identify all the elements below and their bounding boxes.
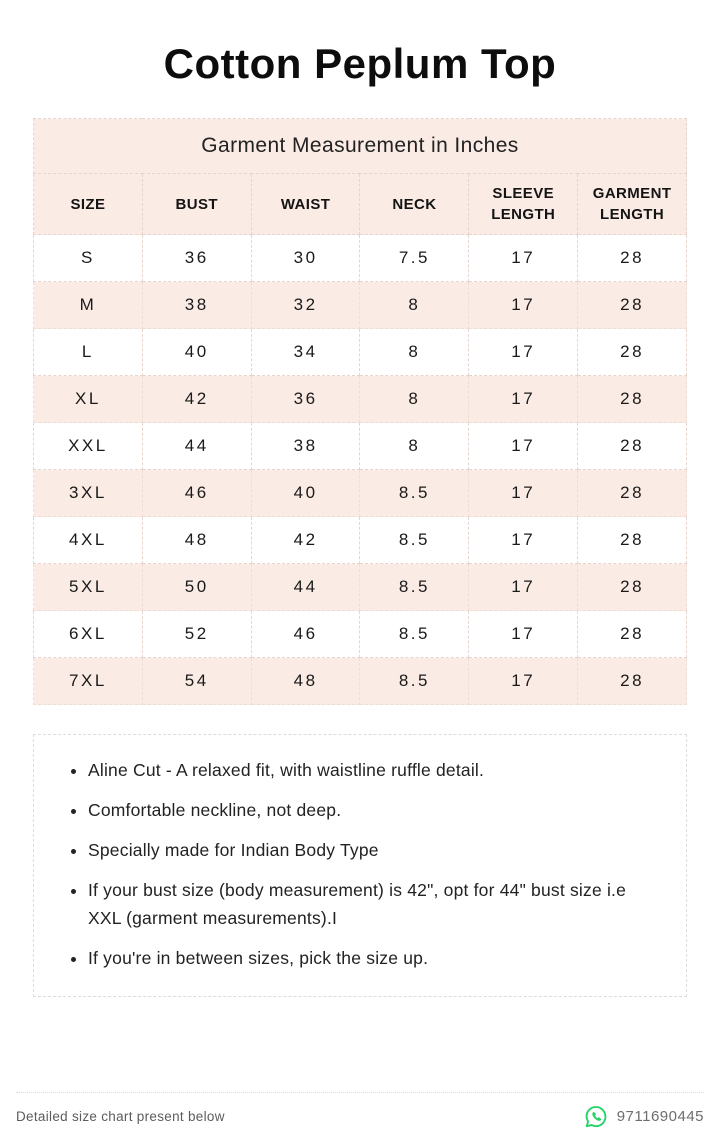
value-cell: 28 bbox=[577, 563, 687, 611]
value-cell: 17 bbox=[468, 610, 579, 658]
table-caption-row: Garment Measurement in Inches bbox=[33, 118, 687, 174]
value-cell: 17 bbox=[468, 422, 579, 470]
value-cell: 28 bbox=[577, 469, 687, 517]
size-cell: XL bbox=[33, 375, 143, 423]
page-title: Cotton Peplum Top bbox=[163, 40, 557, 87]
size-cell: L bbox=[33, 328, 143, 376]
value-cell: 8 bbox=[359, 328, 470, 376]
note-item: Aline Cut - A relaxed fit, with waistlin… bbox=[88, 757, 660, 784]
value-cell: 38 bbox=[141, 281, 252, 329]
table-row-xxl: XXL 44 38 8 17 28 bbox=[33, 422, 687, 470]
value-cell: 8.5 bbox=[359, 516, 470, 564]
notes-box: Aline Cut - A relaxed fit, with waistlin… bbox=[33, 734, 687, 997]
value-cell: 38 bbox=[250, 422, 361, 470]
note-item: Specially made for Indian Body Type bbox=[88, 837, 660, 864]
value-cell: 44 bbox=[141, 422, 252, 470]
value-cell: 8.5 bbox=[359, 610, 470, 658]
value-cell: 42 bbox=[250, 516, 361, 564]
value-cell: 8 bbox=[359, 375, 470, 423]
value-cell: 17 bbox=[468, 375, 579, 423]
value-cell: 28 bbox=[577, 328, 687, 376]
value-cell: 52 bbox=[141, 610, 252, 658]
value-cell: 17 bbox=[468, 516, 579, 564]
size-cell: 7XL bbox=[33, 657, 143, 705]
value-cell: 28 bbox=[577, 281, 687, 329]
table-head: Garment Measurement in Inches SIZE BUST WA… bbox=[33, 118, 687, 235]
table-row-7xl: 7XL 54 48 8.5 17 28 bbox=[33, 657, 687, 705]
size-measurement-table: Garment Measurement in Inches SIZE BUST WA… bbox=[33, 118, 687, 705]
value-cell: 50 bbox=[141, 563, 252, 611]
note-item: If you're in between sizes, pick the siz… bbox=[88, 945, 660, 972]
value-cell: 46 bbox=[141, 469, 252, 517]
value-cell: 46 bbox=[250, 610, 361, 658]
size-cell: 6XL bbox=[33, 610, 143, 658]
value-cell: 17 bbox=[468, 469, 579, 517]
value-cell: 48 bbox=[250, 657, 361, 705]
value-cell: 36 bbox=[141, 234, 252, 282]
table-body: S 36 30 7.5 17 28 M 38 32 8 17 28 L 40 34 8 17 28 XL 42 36 8 1… bbox=[33, 234, 687, 705]
column-header-sleeve-length: SLEEVE LENGTH bbox=[468, 173, 579, 235]
value-cell: 28 bbox=[577, 234, 687, 282]
value-cell: 17 bbox=[468, 234, 579, 282]
whatsapp-contact[interactable]: 9711690445 bbox=[583, 1104, 704, 1130]
whatsapp-icon bbox=[585, 1105, 607, 1127]
size-cell: S bbox=[33, 234, 143, 282]
value-cell: 40 bbox=[250, 469, 361, 517]
value-cell: 28 bbox=[577, 516, 687, 564]
size-cell: 3XL bbox=[33, 469, 143, 517]
value-cell: 28 bbox=[577, 657, 687, 705]
value-cell: 40 bbox=[141, 328, 252, 376]
value-cell: 8 bbox=[359, 422, 470, 470]
value-cell: 28 bbox=[577, 375, 687, 423]
value-cell: 30 bbox=[250, 234, 361, 282]
table-row-5xl: 5XL 50 44 8.5 17 28 bbox=[33, 563, 687, 611]
column-header-neck: NECK bbox=[359, 173, 470, 235]
value-cell: 17 bbox=[468, 328, 579, 376]
value-cell: 8.5 bbox=[359, 469, 470, 517]
value-cell: 36 bbox=[250, 375, 361, 423]
column-header-waist: WAIST bbox=[250, 173, 361, 235]
value-cell: 8 bbox=[359, 281, 470, 329]
size-cell: 4XL bbox=[33, 516, 143, 564]
value-cell: 8.5 bbox=[359, 563, 470, 611]
note-item: Comfortable neckline, not deep. bbox=[88, 797, 660, 824]
note-item: If your bust size (body measurement) is … bbox=[88, 877, 660, 931]
notes-list: Aline Cut - A relaxed fit, with waistlin… bbox=[56, 757, 660, 972]
value-cell: 7.5 bbox=[359, 234, 470, 282]
value-cell: 48 bbox=[141, 516, 252, 564]
value-cell: 8.5 bbox=[359, 657, 470, 705]
value-cell: 28 bbox=[577, 422, 687, 470]
size-cell: 5XL bbox=[33, 563, 143, 611]
value-cell: 42 bbox=[141, 375, 252, 423]
footer-note: Detailed size chart present below bbox=[16, 1109, 225, 1124]
footer-bar: Detailed size chart present below 971169… bbox=[16, 1092, 704, 1140]
table-row-l: L 40 34 8 17 28 bbox=[33, 328, 687, 376]
column-header-size: SIZE bbox=[33, 173, 143, 235]
table-row-s: S 36 30 7.5 17 28 bbox=[33, 234, 687, 282]
table-header-row: SIZE BUST WAIST NECK SLEEVE LENGTH GARMENT LE… bbox=[33, 173, 687, 235]
value-cell: 54 bbox=[141, 657, 252, 705]
table-row-6xl: 6XL 52 46 8.5 17 28 bbox=[33, 610, 687, 658]
value-cell: 34 bbox=[250, 328, 361, 376]
value-cell: 28 bbox=[577, 610, 687, 658]
measurement-table-wrap: Garment Measurement in Inches SIZE BUST WA… bbox=[33, 118, 687, 705]
column-header-bust: BUST bbox=[141, 173, 252, 235]
table-row-3xl: 3XL 46 40 8.5 17 28 bbox=[33, 469, 687, 517]
table-caption: Garment Measurement in Inches bbox=[33, 118, 687, 174]
value-cell: 17 bbox=[468, 281, 579, 329]
table-row-xl: XL 42 36 8 17 28 bbox=[33, 375, 687, 423]
value-cell: 17 bbox=[468, 563, 579, 611]
value-cell: 44 bbox=[250, 563, 361, 611]
table-row-4xl: 4XL 48 42 8.5 17 28 bbox=[33, 516, 687, 564]
size-cell: XXL bbox=[33, 422, 143, 470]
whatsapp-number: 9711690445 bbox=[616, 1108, 704, 1125]
column-header-garment-length: GARMENT LENGTH bbox=[577, 173, 687, 235]
value-cell: 32 bbox=[250, 281, 361, 329]
value-cell: 17 bbox=[468, 657, 579, 705]
size-cell: M bbox=[33, 281, 143, 329]
table-row-m: M 38 32 8 17 28 bbox=[33, 281, 687, 329]
